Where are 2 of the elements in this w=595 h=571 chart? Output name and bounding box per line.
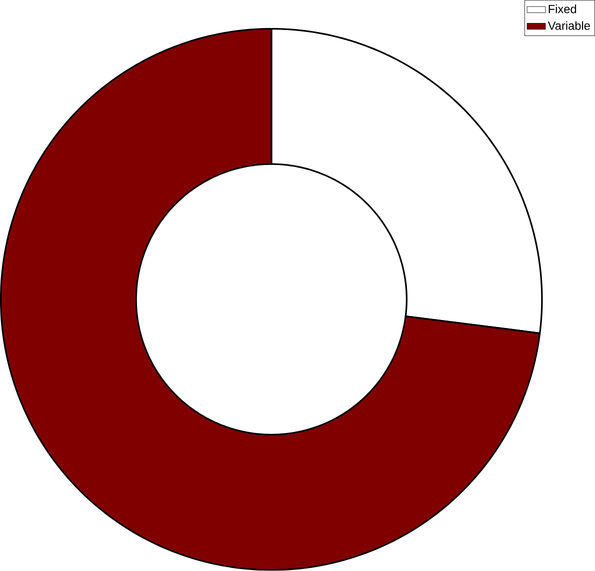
legend-label: Fixed: [548, 4, 576, 14]
legend-label: Variable: [548, 21, 590, 30]
